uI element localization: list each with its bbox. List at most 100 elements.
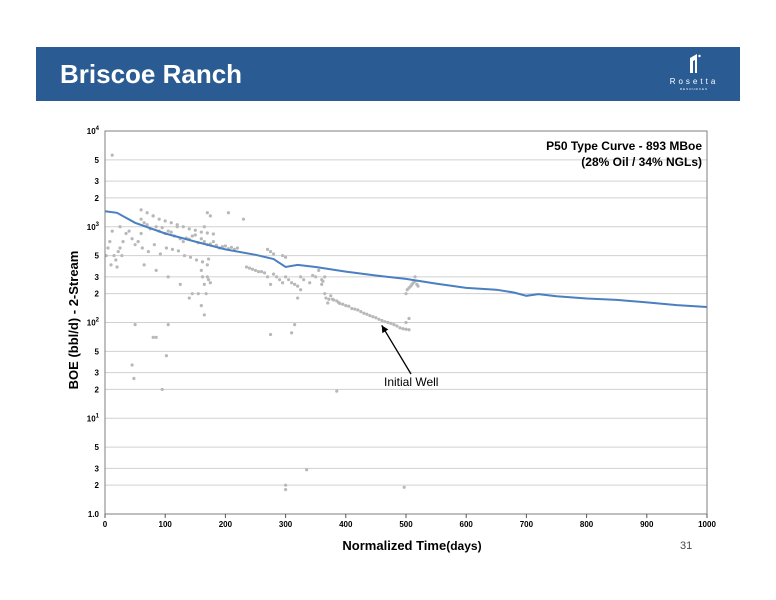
scatter-point	[284, 275, 288, 279]
scatter-point	[110, 229, 114, 233]
scatter-point	[368, 314, 372, 318]
scatter-point	[130, 363, 134, 367]
y-tick-label: 5	[95, 443, 100, 452]
scatter-point	[299, 275, 303, 279]
scatter-point	[323, 275, 327, 279]
scatter-point	[188, 255, 193, 259]
scatter-point	[344, 304, 348, 308]
y-tick-exponent: 4	[96, 126, 100, 132]
scatter-point	[371, 315, 375, 319]
scatter-point	[211, 232, 215, 236]
scatter-point	[268, 332, 273, 337]
scatter-point	[136, 239, 140, 244]
y-tick-label: 2	[95, 290, 100, 299]
scatter-point	[416, 284, 420, 288]
scatter-point	[287, 278, 291, 282]
scatter-point	[166, 275, 170, 279]
scatter-point	[323, 292, 327, 296]
scatter-point	[200, 275, 205, 279]
scatter-point	[271, 252, 276, 256]
scatter-point	[284, 487, 288, 492]
scatter-point	[181, 225, 185, 229]
scatter-point	[200, 260, 205, 264]
y-tick-label: 5	[95, 156, 100, 165]
scatter-point	[265, 275, 270, 279]
scatter-point	[206, 278, 211, 282]
scatter-point	[181, 239, 185, 244]
scatter-point	[139, 217, 143, 221]
scatter-point	[190, 234, 194, 238]
y-tick-exponent: 1	[96, 413, 100, 419]
scatter-point	[120, 253, 124, 258]
scatter-point	[154, 268, 158, 273]
scatter-point	[392, 323, 396, 327]
scatter-point	[196, 292, 200, 296]
y-axis-label: BOE (bbl/d) - 2-Stream	[66, 251, 81, 390]
x-tick-label: 600	[460, 520, 474, 529]
title-banner: Briscoe Ranch Rosetta RESOURCES	[36, 47, 740, 101]
scatter-point	[146, 250, 150, 254]
scatter-point	[193, 233, 197, 237]
scatter-point	[199, 237, 203, 241]
scatter-point	[293, 323, 297, 327]
scatter-point	[154, 225, 158, 229]
scatter-point	[365, 312, 369, 316]
scatter-point	[140, 246, 144, 250]
scatter-point	[187, 296, 191, 300]
scatter-point	[353, 307, 357, 311]
scatter-point	[152, 243, 156, 247]
company-logo: Rosetta RESOURCES	[658, 53, 730, 95]
y-tick-label: 2	[95, 481, 100, 490]
scatter-point	[211, 239, 215, 244]
scatter-point	[170, 247, 175, 252]
scatter-point	[130, 237, 134, 241]
scatter-point	[398, 326, 402, 330]
scatter-point	[404, 292, 408, 296]
scatter-point	[226, 211, 231, 215]
y-tick-label: 101	[87, 413, 100, 423]
y-tick-label: 1.0	[88, 510, 100, 519]
scatter-point	[359, 309, 363, 314]
scatter-point	[350, 306, 354, 311]
scatter-point	[280, 281, 285, 285]
y-tick-label: 102	[87, 318, 100, 328]
scatter-point	[244, 265, 249, 269]
scatter-point	[139, 231, 143, 236]
scatter-point	[178, 282, 182, 286]
scatter-point	[407, 328, 411, 332]
y-tick-label: 2	[95, 194, 100, 203]
y-tick-label: 5	[95, 252, 100, 261]
scatter-point	[341, 302, 345, 306]
scatter-point	[114, 258, 118, 262]
rosetta-logo-icon	[690, 54, 701, 73]
scatter-point	[235, 246, 240, 250]
scatter-point	[205, 275, 209, 279]
x-tick-label: 0	[103, 520, 108, 529]
scatter-point	[208, 281, 212, 285]
scatter-point	[145, 211, 149, 215]
scatter-point	[199, 268, 203, 273]
scatter-point	[112, 253, 116, 258]
scatter-point	[329, 294, 333, 298]
y-tick-label: 3	[95, 369, 100, 378]
scatter-point	[154, 335, 158, 339]
scatter-point	[362, 311, 366, 315]
scatter-point	[284, 483, 288, 487]
y-tick-label: 5	[95, 347, 100, 356]
scatter-point	[109, 263, 113, 267]
annotation-label: Initial Well	[384, 375, 438, 389]
scatter-point	[157, 217, 161, 221]
scatter-point	[176, 249, 181, 253]
scatter-point	[386, 320, 390, 325]
scatter-point	[347, 304, 351, 308]
scatter-point	[296, 284, 300, 288]
scatter-point	[332, 298, 336, 302]
scatter-point	[142, 221, 146, 225]
scatter-point	[163, 219, 167, 223]
scatter-point	[166, 229, 170, 233]
scatter-point	[320, 282, 324, 286]
scatter-point	[241, 217, 246, 221]
y-tick-label: 3	[95, 273, 100, 282]
scatter-point	[402, 485, 406, 489]
